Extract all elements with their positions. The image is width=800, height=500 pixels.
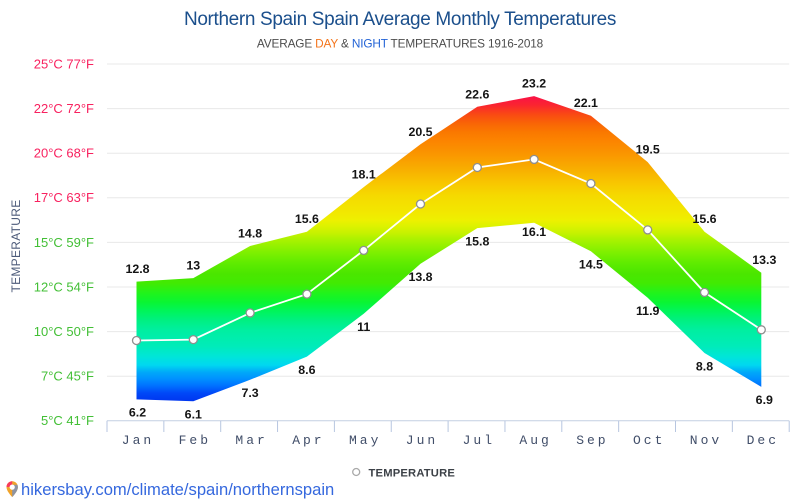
svg-text:hikersbay.com/climate/spain/no: hikersbay.com/climate/spain/northernspai… <box>21 480 334 499</box>
svg-text:Mar: Mar <box>235 433 267 448</box>
svg-text:Northern Spain Spain Average M: Northern Spain Spain Average Monthly Tem… <box>184 9 616 30</box>
svg-text:15.6: 15.6 <box>692 212 716 226</box>
svg-text:22.6: 22.6 <box>465 87 489 101</box>
svg-text:Apr: Apr <box>292 433 324 448</box>
svg-text:6.1: 6.1 <box>185 408 202 422</box>
svg-text:17°C 63°F: 17°C 63°F <box>34 190 94 205</box>
svg-text:May: May <box>349 433 381 448</box>
svg-text:14.5: 14.5 <box>579 258 603 272</box>
svg-text:13.8: 13.8 <box>408 270 432 284</box>
svg-text:20°C 68°F: 20°C 68°F <box>34 146 94 161</box>
svg-text:TEMPERATURE: TEMPERATURE <box>369 467 456 479</box>
svg-text:8.8: 8.8 <box>696 359 713 373</box>
svg-text:25°C 77°F: 25°C 77°F <box>34 56 94 71</box>
svg-text:11.9: 11.9 <box>636 304 660 318</box>
svg-text:7.3: 7.3 <box>241 386 258 400</box>
svg-text:5°C 41°F: 5°C 41°F <box>41 413 94 428</box>
svg-text:6.2: 6.2 <box>129 406 146 420</box>
svg-text:Sep: Sep <box>576 433 608 448</box>
svg-text:12.8: 12.8 <box>125 262 149 276</box>
svg-text:12°C 54°F: 12°C 54°F <box>34 279 94 294</box>
svg-text:Jan: Jan <box>122 433 154 448</box>
svg-text:18.1: 18.1 <box>352 168 376 182</box>
svg-text:13: 13 <box>186 259 200 273</box>
svg-text:Aug: Aug <box>519 433 551 448</box>
svg-text:15°C 59°F: 15°C 59°F <box>34 235 94 250</box>
svg-text:Nov: Nov <box>690 433 722 448</box>
svg-text:16.1: 16.1 <box>522 225 546 239</box>
svg-text:22.1: 22.1 <box>574 96 598 110</box>
svg-text:7°C 45°F: 7°C 45°F <box>41 369 94 384</box>
svg-text:8.6: 8.6 <box>298 363 315 377</box>
svg-text:23.2: 23.2 <box>522 77 546 91</box>
svg-text:Oct: Oct <box>633 433 665 448</box>
svg-text:AVERAGE DAY & NIGHT TEMPERATUR: AVERAGE DAY & NIGHT TEMPERATURES 1916-20… <box>257 37 544 51</box>
svg-text:11: 11 <box>357 320 370 334</box>
svg-text:13.3: 13.3 <box>752 253 776 267</box>
svg-text:Dec: Dec <box>747 433 779 448</box>
svg-text:Jul: Jul <box>463 433 495 448</box>
svg-text:14.8: 14.8 <box>238 227 262 241</box>
svg-text:22°C 72°F: 22°C 72°F <box>34 101 94 116</box>
svg-text:15.8: 15.8 <box>465 234 489 248</box>
svg-text:TEMPERATURE: TEMPERATURE <box>9 199 23 292</box>
svg-text:Jun: Jun <box>406 433 438 448</box>
svg-text:6.9: 6.9 <box>756 393 773 407</box>
svg-text:20.5: 20.5 <box>408 125 432 139</box>
svg-text:Feb: Feb <box>179 433 211 448</box>
svg-text:15.6: 15.6 <box>295 212 319 226</box>
svg-text:19.5: 19.5 <box>636 143 660 157</box>
svg-text:10°C 50°F: 10°C 50°F <box>34 324 94 339</box>
